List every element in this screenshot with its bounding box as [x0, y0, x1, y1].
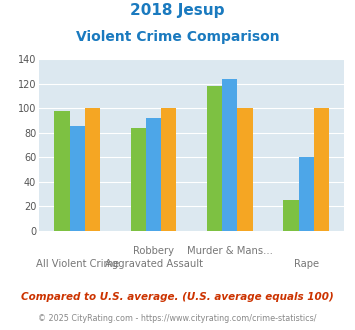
Text: Murder & Mans...: Murder & Mans...: [187, 246, 273, 256]
Text: Rape: Rape: [294, 259, 319, 269]
Bar: [237, 109, 253, 231]
Bar: [70, 126, 85, 231]
Text: © 2025 CityRating.com - https://www.cityrating.com/crime-statistics/: © 2025 CityRating.com - https://www.city…: [38, 314, 317, 323]
Text: Violent Crime Comparison: Violent Crime Comparison: [76, 30, 279, 44]
Bar: [283, 200, 299, 231]
Bar: [314, 109, 329, 231]
Bar: [85, 109, 100, 231]
Bar: [207, 86, 222, 231]
Text: Robbery: Robbery: [133, 246, 174, 256]
Bar: [161, 109, 176, 231]
Bar: [54, 111, 70, 231]
Bar: [299, 157, 314, 231]
Bar: [131, 128, 146, 231]
Text: All Violent Crime: All Violent Crime: [36, 259, 119, 269]
Text: Aggravated Assault: Aggravated Assault: [104, 259, 203, 269]
Bar: [222, 79, 237, 231]
Bar: [146, 118, 161, 231]
Text: Compared to U.S. average. (U.S. average equals 100): Compared to U.S. average. (U.S. average …: [21, 292, 334, 302]
Legend: Jesup, Georgia, National: Jesup, Georgia, National: [61, 326, 322, 330]
Text: 2018 Jesup: 2018 Jesup: [130, 3, 225, 18]
